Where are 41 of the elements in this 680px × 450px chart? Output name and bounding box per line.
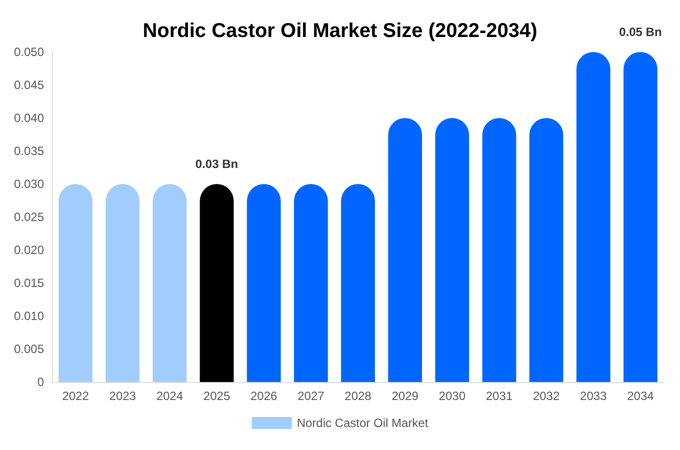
y-tick-label: 0.010 [14, 309, 44, 323]
x-tick-label: 2022 [62, 389, 90, 403]
bar [152, 184, 187, 382]
x-tick-label: 2033 [580, 389, 608, 403]
bar [529, 118, 564, 382]
y-tick-label: 0.020 [14, 243, 44, 257]
y-tick-label: 0.030 [14, 177, 44, 191]
bar [388, 118, 422, 382]
bar [294, 184, 328, 382]
chart-title: Nordic Castor Oil Market Size (2022-2034) [142, 20, 538, 42]
y-tick-label: 0.050 [14, 45, 44, 59]
x-tick-label: 2024 [156, 389, 184, 403]
y-tick-label: 0.040 [14, 111, 44, 125]
x-tick-label: 2031 [486, 389, 513, 403]
bar [435, 118, 470, 382]
bar [624, 52, 658, 382]
y-tick-label: 0.015 [14, 276, 44, 290]
y-tick-label: 0.005 [14, 342, 44, 356]
y-tick-label: 0.035 [14, 144, 44, 158]
x-tick-label: 2029 [392, 389, 419, 403]
data-label: 0.03 Bn [195, 157, 238, 171]
bar [58, 184, 92, 382]
x-tick-label: 2032 [532, 389, 560, 403]
bar [341, 184, 375, 382]
x-tick-label: 2030 [438, 389, 466, 403]
legend-label: Nordic Castor Oil Market [296, 416, 429, 430]
y-tick-label: 0.025 [14, 210, 44, 224]
bar [200, 184, 234, 382]
bar [576, 52, 610, 382]
x-tick-label: 2028 [344, 389, 372, 403]
y-tick-label: 0 [37, 375, 44, 389]
x-tick-label: 2026 [250, 389, 278, 403]
x-tick-label: 2023 [109, 389, 136, 403]
y-tick-label: 0.045 [14, 78, 44, 92]
bar [482, 118, 516, 382]
bar [106, 184, 140, 382]
data-label: 0.05 Bn [619, 25, 662, 39]
x-tick-label: 2025 [203, 389, 230, 403]
bar [246, 184, 281, 382]
x-tick-label: 2027 [298, 389, 325, 403]
x-tick-label: 2034 [627, 389, 654, 403]
